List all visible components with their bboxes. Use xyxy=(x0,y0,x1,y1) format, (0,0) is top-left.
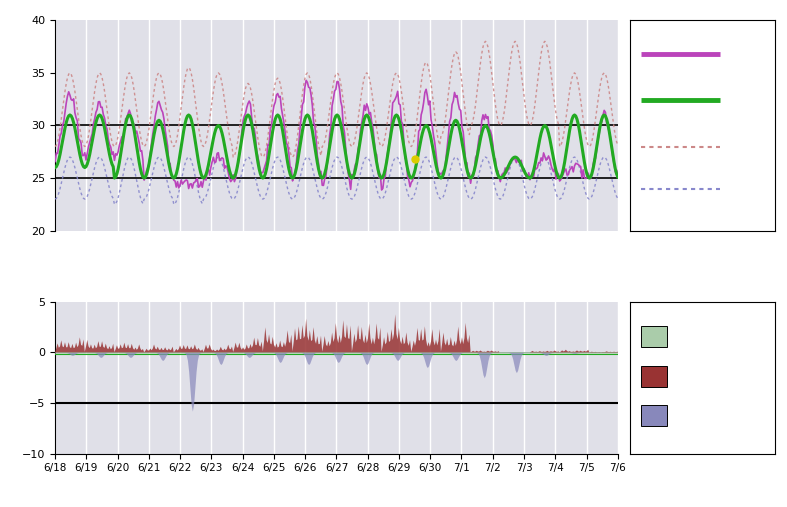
Bar xyxy=(641,405,667,426)
Bar xyxy=(641,366,667,387)
Bar xyxy=(641,326,667,347)
